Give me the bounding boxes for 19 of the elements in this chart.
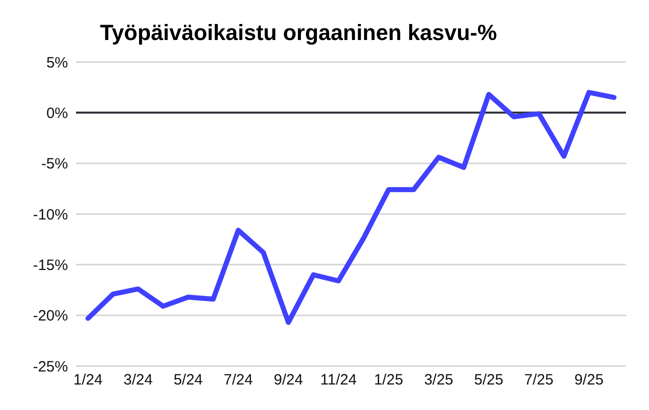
x-tick-label: 5/25 <box>474 372 504 389</box>
y-tick-label: -5% <box>41 156 68 173</box>
x-tick-label: 5/24 <box>174 372 203 389</box>
x-tick-label: 7/24 <box>224 372 253 389</box>
x-tick-label: 9/24 <box>274 372 303 389</box>
x-tick-label: 3/25 <box>424 372 454 389</box>
y-tick-label: -25% <box>32 358 68 376</box>
x-tick-label: 9/25 <box>574 372 604 389</box>
x-tick-label: 7/25 <box>524 372 554 389</box>
y-tick-label: -20% <box>32 308 68 325</box>
x-tick-label: 1/24 <box>73 372 103 389</box>
y-tick-label: -15% <box>32 256 68 274</box>
chart-title: Työpäiväoikaistu orgaaninen kasvu-% <box>99 19 498 47</box>
y-tick-label: 0% <box>46 104 68 122</box>
y-tick-label: 5% <box>46 54 68 72</box>
x-tick-label: 11/24 <box>320 372 357 389</box>
y-tick-label: -10% <box>32 206 68 224</box>
x-tick-label: 3/24 <box>123 372 153 389</box>
x-tick-label: 1/25 <box>374 372 404 389</box>
